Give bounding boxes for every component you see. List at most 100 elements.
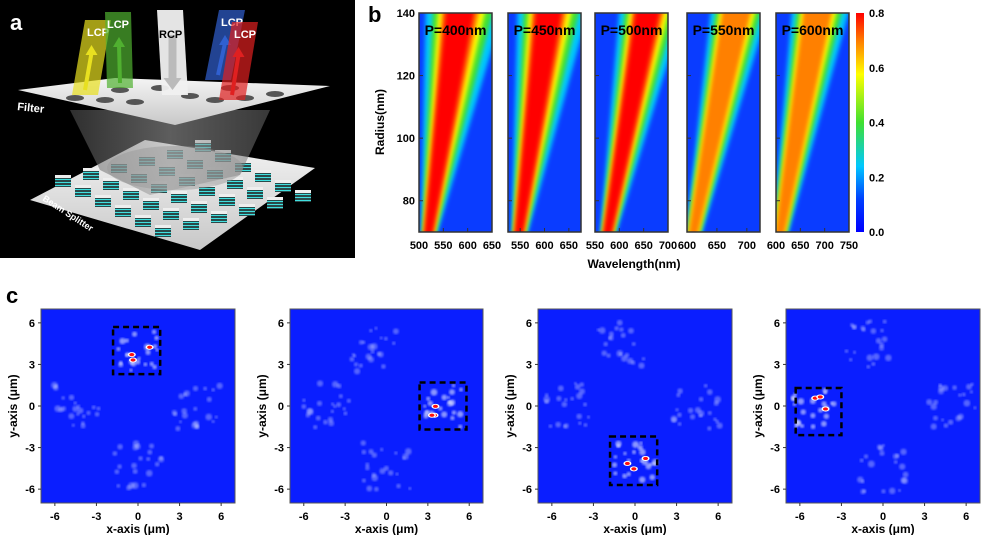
- speckle: [716, 422, 723, 429]
- x-tick-label: 550: [586, 240, 604, 252]
- speckle: [211, 388, 215, 392]
- x-axis-label: Wavelength(nm): [588, 257, 681, 271]
- speckle: [383, 336, 388, 341]
- speckle: [645, 463, 652, 470]
- beam-0: LCP: [72, 20, 111, 95]
- nanopillar: [155, 225, 171, 237]
- speckle: [601, 350, 607, 356]
- speckle: [371, 474, 379, 482]
- intensity-map-3: -6 -6 -3 -3 0 0 3 3 6 6 x-axis (μm) y-axis (μm): [751, 308, 981, 535]
- speckle: [305, 412, 311, 418]
- nanopillar: [275, 180, 291, 192]
- speckle: [71, 423, 75, 427]
- speckle: [316, 380, 324, 387]
- plot-frame: [686, 12, 761, 233]
- speckle: [396, 483, 401, 489]
- x-tick-label: 600: [458, 240, 476, 252]
- arrow-up-icon: [83, 52, 94, 91]
- speckle: [211, 420, 215, 424]
- nanopillar: [83, 168, 99, 180]
- speckle: [677, 422, 682, 426]
- speckle: [77, 407, 84, 414]
- hotspot: [643, 456, 649, 461]
- colorbar-tick-label: 0.2: [869, 172, 884, 184]
- arrow-down-icon: [168, 35, 177, 78]
- speckle: [192, 385, 199, 392]
- subplot-title: P=400nm: [425, 22, 487, 38]
- x-tick-label: 3: [922, 511, 928, 523]
- x-tick-label: 6: [715, 511, 721, 523]
- speckle: [425, 409, 430, 414]
- speckle: [620, 332, 626, 338]
- speckle: [441, 411, 448, 418]
- y-tick-label: 0: [526, 401, 532, 413]
- x-tick-label: 600: [610, 240, 628, 252]
- speckle: [141, 482, 147, 488]
- speckle: [126, 485, 132, 491]
- speckle: [53, 383, 58, 388]
- speckle: [631, 450, 637, 455]
- highlight-box: [111, 325, 162, 376]
- speckle: [603, 341, 609, 347]
- speckle: [313, 424, 318, 430]
- speckle: [941, 418, 945, 422]
- x-tick-label: -3: [340, 511, 350, 523]
- speckle: [116, 484, 121, 488]
- y-tick-label: -6: [274, 484, 284, 496]
- speckle: [637, 444, 644, 451]
- speckle: [451, 410, 457, 415]
- x-tick-label: 6: [466, 511, 472, 523]
- speckle: [576, 413, 583, 420]
- y-tick-label: 80: [403, 196, 415, 208]
- y-axis-label: y-axis (μm): [503, 374, 517, 437]
- speckle: [563, 397, 568, 402]
- x-tick-label: -3: [92, 511, 102, 523]
- x-tick-label: -6: [795, 511, 805, 523]
- speckle: [677, 412, 682, 418]
- arrow-up-icon: [230, 54, 241, 96]
- speckle: [892, 453, 899, 460]
- speckle: [871, 361, 876, 367]
- speckle: [632, 441, 639, 449]
- beam-4: LCP: [219, 22, 258, 100]
- speckle: [866, 364, 871, 369]
- speckle: [670, 415, 678, 423]
- speckle: [365, 462, 370, 467]
- heatmap-0: P=400nm 500 550 600 650: [410, 12, 501, 252]
- intensity-map-0: -6 -6 -3 -3 0 0 3 3 6 6 x-axis (μm) y-axis (μm): [6, 308, 236, 535]
- colorbar-tick-label: 0.4: [869, 118, 885, 130]
- speckle: [900, 477, 907, 484]
- plot-frame: [418, 12, 493, 233]
- speckle: [181, 412, 188, 419]
- nanopillar: [123, 188, 139, 200]
- highlight-box: [418, 381, 468, 431]
- speckle: [86, 410, 91, 416]
- speckle: [194, 424, 200, 429]
- speckle: [616, 319, 623, 326]
- speckle: [573, 381, 577, 385]
- speckle: [112, 451, 118, 456]
- speckle: [374, 326, 378, 330]
- speckle: [178, 420, 182, 424]
- y-tick-label: 3: [29, 359, 35, 371]
- nanopillar: [183, 218, 199, 230]
- y-tick-label: 0: [29, 401, 35, 413]
- subplot-title: P=600nm: [782, 22, 844, 38]
- speckle: [563, 424, 567, 429]
- speckle: [810, 424, 816, 430]
- x-tick-label: 750: [840, 240, 858, 252]
- x-tick-label: 6: [963, 511, 969, 523]
- speckle: [578, 421, 582, 425]
- speckle: [952, 385, 957, 391]
- speckle: [823, 413, 830, 420]
- speckle: [698, 413, 703, 418]
- hotspot: [429, 413, 435, 417]
- speckle: [391, 341, 396, 346]
- nanopillar: [211, 211, 227, 223]
- speckle: [947, 419, 954, 425]
- beams: LCPLCPRCPLCPLCP: [72, 10, 258, 100]
- speckle: [622, 473, 628, 479]
- speckle: [369, 328, 373, 333]
